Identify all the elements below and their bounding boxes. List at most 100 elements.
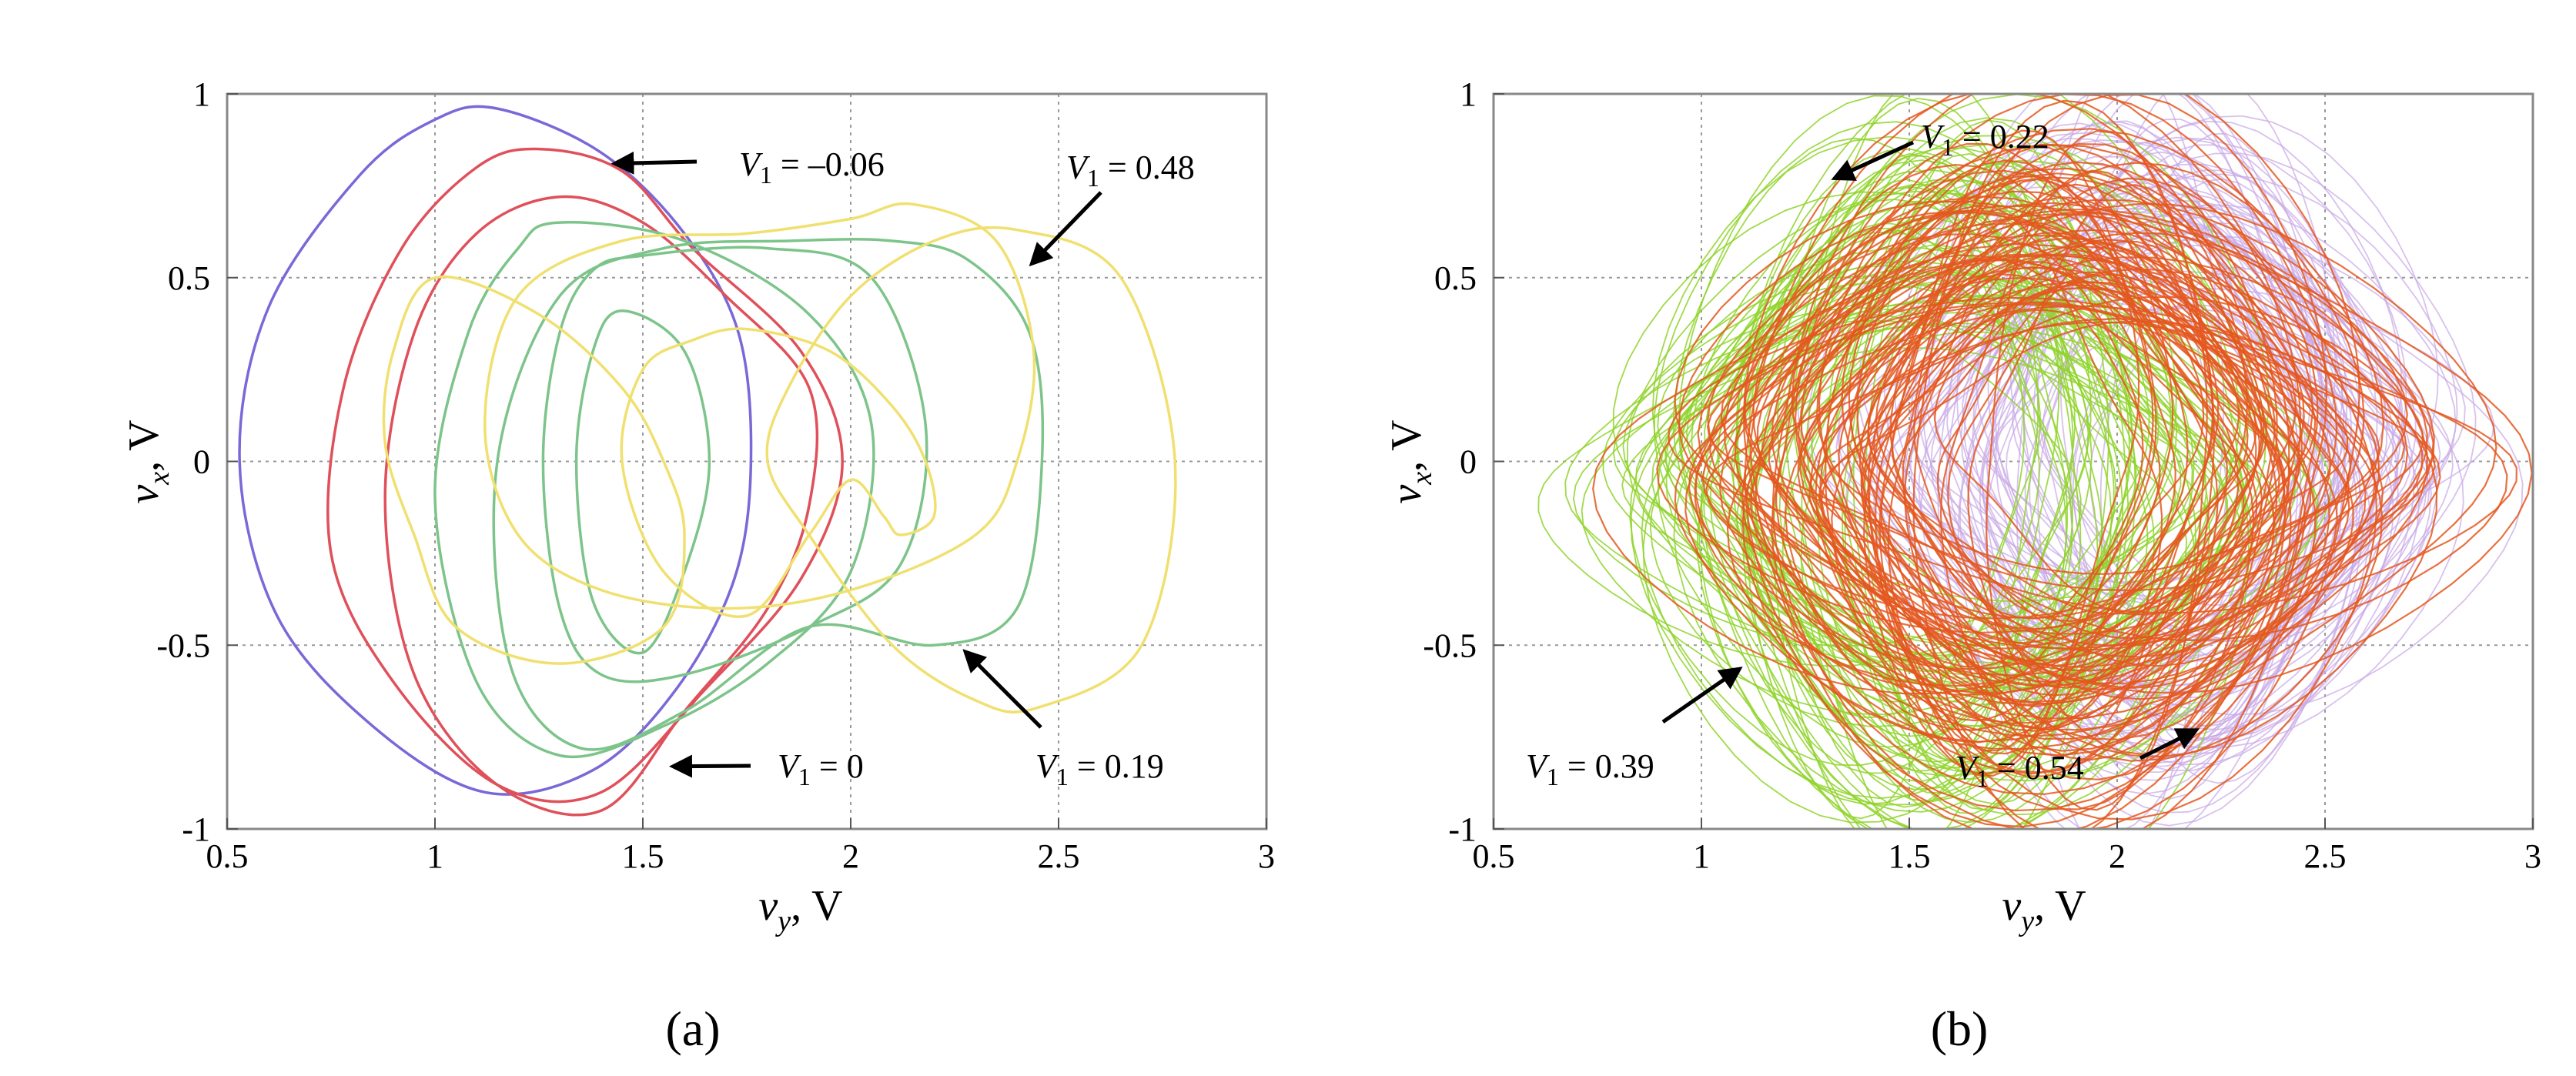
panel-b: 0.5 1 1.5 2 2.5 3-1-0.500.51 vy, V vx, V V1 =… xyxy=(1383,75,2541,1056)
annotation-sub: 1 xyxy=(1547,763,1559,790)
y-tick-label: 0 xyxy=(1460,443,1477,481)
series-2-loop xyxy=(1771,94,2360,829)
y-tick-label: 0.5 xyxy=(1434,259,1477,297)
annotation-sub: 1 xyxy=(760,161,772,189)
series-2-loop xyxy=(1771,176,2438,758)
series-0-loop xyxy=(1873,199,2417,736)
annotation-value: = –0.06 xyxy=(772,145,885,183)
series-2-loop xyxy=(1694,212,2428,737)
series-2-loop xyxy=(1656,303,2352,633)
series-2-loop xyxy=(1744,94,2302,828)
x-tick-label: 1.5 xyxy=(1889,837,1931,875)
series-2-loop xyxy=(1912,99,2216,829)
panel-a-grid xyxy=(227,94,1266,829)
panel-a-label: (a) xyxy=(665,1001,720,1056)
series-1-loop xyxy=(1572,323,2206,647)
series-0-loop xyxy=(2072,203,2297,675)
y-tick-label: -0.5 xyxy=(1423,627,1477,664)
x-tick-label: 2.5 xyxy=(2304,837,2347,875)
series-2-loop xyxy=(1697,213,2533,694)
panel-a-xlabel-main: v xyxy=(758,882,778,930)
panel-b-xlabel-unit: , V xyxy=(2034,882,2086,930)
series-2-loop xyxy=(1831,177,2338,774)
annotation-value: = 0.22 xyxy=(1954,118,2049,155)
series-0-loop xyxy=(2069,178,2344,736)
annotation-label: V1 = 0.54 xyxy=(1955,749,2084,792)
y-tick-label: 1 xyxy=(1460,75,1477,113)
y-tick-label: -0.5 xyxy=(156,627,210,664)
annotation-value: = 0.54 xyxy=(1989,749,2084,787)
panel-b-ticks: 0.5 1 1.5 2 2.5 3 -1 -0.5 0 0.5 1 xyxy=(1423,75,2541,875)
panel-a-xlabel: vy, V xyxy=(758,882,842,937)
panel-a-ylabel: vx, V xyxy=(120,419,176,503)
series-2-loop xyxy=(1743,212,2263,703)
annotation-var: V xyxy=(778,747,802,785)
annotation-sub: 1 xyxy=(1976,764,1989,792)
series-2-loop xyxy=(1848,143,2292,780)
panel-a-xlabel-unit: , V xyxy=(791,882,842,930)
series-1-loop xyxy=(1696,94,2270,829)
series-2-loop xyxy=(1913,261,2176,645)
series-0-loop xyxy=(2009,94,2361,784)
series-3-line xyxy=(433,221,875,759)
annotation-arrow xyxy=(611,151,698,175)
x-tick-label: 0.5 xyxy=(1473,837,1515,875)
panel-b-ylabel-unit: , V xyxy=(1383,419,1430,471)
series-2-loop xyxy=(1902,242,2257,689)
series-2-loop xyxy=(1745,256,2434,687)
panel-a-xlabel-sub: y xyxy=(774,905,791,937)
x-tick-label: 2.5 xyxy=(1038,837,1080,875)
annotation-arrow xyxy=(1831,140,1915,181)
annotation-sub: 1 xyxy=(1056,763,1069,790)
annotation-label: V1 = –0.06 xyxy=(739,145,885,189)
series-2-loop xyxy=(1684,199,2435,750)
series-2-loop xyxy=(1674,234,2317,687)
annotation-var: V xyxy=(1526,747,1551,785)
series-2-loop xyxy=(1797,252,2296,666)
panel-b-xlabel-main: v xyxy=(2002,882,2021,930)
y-tick-label: 1 xyxy=(193,75,210,113)
annotation-sub: 1 xyxy=(1087,164,1099,192)
series-2-loop xyxy=(1808,296,2424,635)
x-tick-label: 2 xyxy=(842,837,859,875)
y-tick-label: -1 xyxy=(1448,810,1477,848)
series-2-loop xyxy=(1861,281,2249,644)
panel-b-xlabel: vy, V xyxy=(2002,882,2086,937)
annotation-arrow xyxy=(1661,667,1743,724)
annotation-arrow xyxy=(2139,728,2200,760)
series-2-loop xyxy=(1720,253,2508,642)
series-2-loop xyxy=(1936,273,2240,623)
series-7-line xyxy=(483,202,1036,610)
y-tick-label: 0.5 xyxy=(168,259,210,297)
series-1-line xyxy=(326,147,844,804)
annotation-label: V1 = 0.19 xyxy=(1035,747,1164,790)
annotation-sub: 1 xyxy=(1942,133,1954,161)
panel-b-plot xyxy=(1537,94,2533,829)
series-2-loop xyxy=(1873,309,2280,615)
series-2-loop xyxy=(1947,240,2265,682)
annotation-arrow xyxy=(668,754,751,778)
series-2-loop xyxy=(1816,167,2384,762)
annotation-label: V1 = 0.39 xyxy=(1526,747,1654,790)
series-2-loop xyxy=(1815,221,2189,722)
annotation-value: = 0.48 xyxy=(1099,149,1195,186)
series-0-loop xyxy=(1945,136,2407,731)
panel-b-label: (b) xyxy=(1931,1001,1989,1056)
x-tick-label: 1 xyxy=(1693,837,1710,875)
annotation-value: = 0.39 xyxy=(1559,747,1654,785)
panel-b-ylabel: vx, V xyxy=(1383,419,1438,503)
series-0-loop xyxy=(1837,210,2524,716)
series-2-loop xyxy=(1726,202,2305,743)
annotation-var: V xyxy=(1955,749,1980,787)
panel-a-ylabel-main: v xyxy=(120,485,168,504)
x-tick-label: 3 xyxy=(1258,837,1275,875)
series-2-loop xyxy=(1904,183,2214,730)
x-tick-label: 0.5 xyxy=(206,837,249,875)
series-1-loop xyxy=(1564,319,2243,673)
annotation-sub: 1 xyxy=(798,763,811,790)
series-6-line xyxy=(574,309,711,655)
annotation-value: = 0 xyxy=(811,747,864,785)
